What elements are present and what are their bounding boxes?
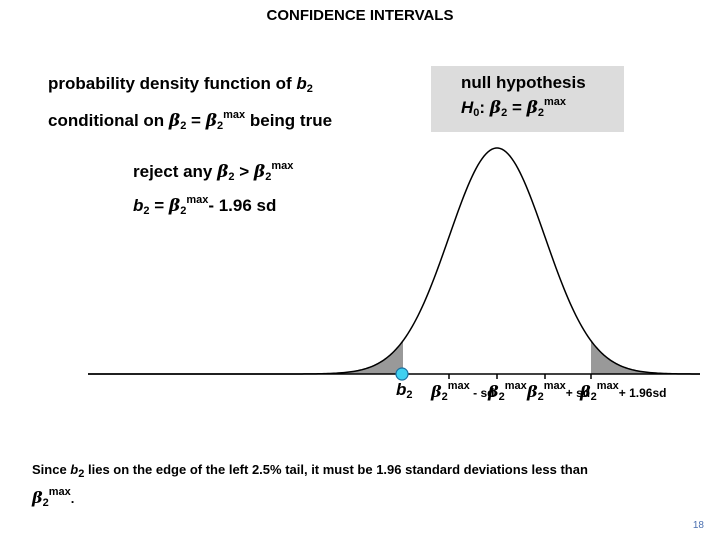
beta-subscript: 2 [42,497,49,509]
beta-symbol: β [32,488,43,507]
beta-superscript: max [186,194,209,206]
beta-superscript: max [504,380,527,392]
left-tail-region [340,340,403,374]
note-text-end: . [70,491,75,506]
null-hypothesis-equation: H0: β2 = β2max [461,96,566,119]
beta-symbol: β [527,382,538,401]
page-number: 18 [692,520,704,531]
plus-sd-text: + sd [565,386,591,400]
b-subscript: 2 [306,83,313,95]
beta-subscript: 2 [216,120,224,132]
greater-than-sign: > [234,162,254,181]
note-text-start: Since [32,462,71,477]
beta-subscript: 2 [537,391,544,403]
beta-subscript: 2 [441,391,448,403]
beta-symbol: β [431,382,442,401]
pdf-label-tail: being true [245,111,333,130]
beta-subscript: 2 [590,391,597,403]
beta-symbol: β [580,382,591,401]
beta-superscript: max [271,160,294,172]
b-subscript: 2 [78,468,85,480]
right-tail-region [591,340,654,374]
beta-superscript: max [596,380,619,392]
plus-196sd-text: + 1.96sd [618,386,667,400]
beta-subscript: 2 [180,120,187,132]
beta-superscript: max [543,380,566,392]
beta-symbol: β [489,98,502,118]
beta-superscript: max [48,486,71,498]
beta-subscript: 2 [498,391,505,403]
pdf-label-conditional: conditional on [48,111,169,130]
explanation-note: Since b2 lies on the edge of the left 2.… [32,461,702,512]
beta-subscript: 2 [265,171,272,183]
equals-sign: = [149,196,169,215]
density-curve [88,147,701,375]
equals-sign: = [507,98,527,117]
reject-rule-prefix: reject any [133,162,218,181]
beta-superscript: max [544,96,567,108]
reject-rule: reject any β2 > β2max [133,160,293,183]
beta-subscript: 2 [537,107,545,119]
beta-symbol: β [168,196,181,216]
beta-superscript: max [223,109,246,121]
b-symbol: b [133,196,144,215]
b2-marker [395,367,409,381]
pdf-label-text: probability density function of [48,74,297,93]
axis-label-plus-sd: β2max+ sd [527,380,590,403]
beta-subscript: 2 [501,107,508,119]
pdf-label-line1: probability density function of b2 [48,71,332,102]
axis-label-b2: b2 [396,380,413,401]
beta-symbol: β [488,382,499,401]
beta-subscript: 2 [180,205,187,217]
b-subscript: 2 [406,389,413,401]
beta-symbol: β [217,162,229,182]
b-symbol: b [396,380,407,399]
axis-ticks [448,374,592,379]
colon: : [479,98,490,117]
equals-sign: = [186,111,206,130]
b-symbol: b [70,462,79,477]
null-hypothesis-box: null hypothesis H0: β2 = β2max [431,66,624,132]
note-text-middle: lies on the edge of the left 2.5% tail, … [84,462,588,477]
beta-symbol: β [205,111,217,131]
h-subscript: 0 [473,107,480,119]
beta-symbol: β [526,98,538,118]
h-symbol: H [461,98,474,117]
b-symbol: b [296,74,307,93]
beta-symbol: β [253,162,266,182]
pdf-label: probability density function of b2 condi… [48,71,332,139]
axis-label-minus-sd: β2max - sd [431,380,494,403]
beta-subscript: 2 [228,171,235,183]
axis-label-plus-196sd: β2max+ 1.96sd [580,380,666,403]
b2-equation: b2 = β2max- 1.96 sd [133,194,276,217]
slide-title: CONFIDENCE INTERVALS [266,7,454,24]
b-subscript: 2 [143,205,150,217]
beta-symbol: β [168,111,181,131]
b2-equation-tail: - 1.96 sd [208,196,277,215]
pdf-label-line2: conditional on β2 = β2max being true [48,102,332,139]
beta-superscript: max [447,380,470,392]
null-hypothesis-heading: null hypothesis [461,73,586,92]
minus-sd-text: - sd [469,386,495,400]
axis-label-center: β2max [488,380,527,403]
